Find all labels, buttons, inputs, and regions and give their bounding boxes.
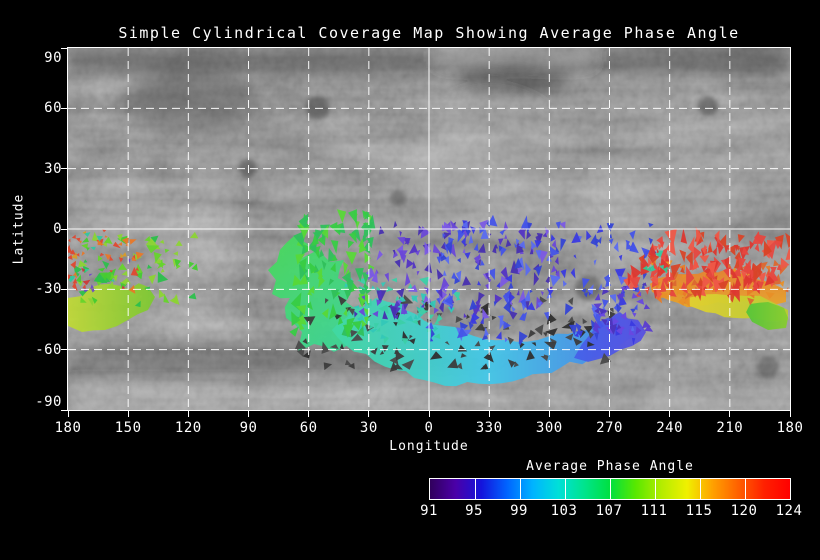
x-tick-mark <box>187 411 189 417</box>
x-tick-label: 330 <box>475 420 503 436</box>
x-tick-mark <box>609 411 610 417</box>
colorbar-divider <box>609 479 611 499</box>
colorbar-tick-label: 107 <box>595 503 623 519</box>
x-tick-mark <box>729 411 731 417</box>
colorbar <box>429 478 791 500</box>
colorbar-divider <box>744 479 746 499</box>
colorbar-tick-label: 111 <box>640 503 668 519</box>
y-tick-mark <box>61 168 67 170</box>
colorbar-tick-label: 103 <box>550 503 578 519</box>
colorbar-tick-label: 124 <box>775 503 803 519</box>
x-tick-label: 30 <box>359 420 378 436</box>
x-tick-mark <box>368 411 370 417</box>
x-tick-label: 180 <box>54 420 82 436</box>
y-tick-mark <box>61 288 67 290</box>
y-tick-label: -90 <box>35 394 62 410</box>
x-tick-mark <box>127 411 129 417</box>
y-tick-mark <box>61 349 67 351</box>
x-tick-mark <box>488 411 490 417</box>
map-plot-area <box>67 47 791 411</box>
x-tick-label: 60 <box>299 420 318 436</box>
map-image <box>68 48 790 410</box>
colorbar-divider <box>519 479 521 499</box>
colorbar-divider <box>474 479 476 499</box>
x-tick-mark <box>428 411 430 417</box>
y-tick-label: 30 <box>44 160 62 177</box>
x-tick-label: 150 <box>114 420 142 436</box>
y-tick-label: -60 <box>35 341 62 358</box>
x-tick-label: 300 <box>535 420 563 436</box>
x-tick-label: 90 <box>239 420 258 436</box>
x-tick-label: 120 <box>174 420 202 436</box>
colorbar-tick-label: 95 <box>465 503 483 519</box>
colorbar-tick-label: 115 <box>685 503 713 519</box>
colorbar-divider <box>654 479 656 499</box>
x-tick-mark <box>669 411 671 417</box>
y-tick-label: 60 <box>44 100 62 117</box>
colorbar-tick-label: 91 <box>420 503 438 519</box>
plot-title: Simple Cylindrical Coverage Map Showing … <box>118 24 740 42</box>
grid-layer <box>68 48 790 410</box>
colorbar-divider <box>699 479 701 499</box>
data-layer <box>68 209 790 387</box>
x-tick-label: 0 <box>424 420 434 436</box>
y-tick-label: -30 <box>35 281 62 298</box>
x-tick-mark <box>248 411 249 417</box>
x-tick-mark <box>789 411 791 417</box>
x-tick-label: 240 <box>656 420 684 436</box>
y-tick-mark <box>61 228 67 230</box>
x-axis-label: Longitude <box>389 439 469 454</box>
y-tick-mark <box>61 107 67 109</box>
x-tick-mark <box>67 411 69 417</box>
x-tick-mark <box>548 411 550 417</box>
y-tick-mark <box>61 409 67 411</box>
x-tick-mark <box>308 411 310 417</box>
x-tick-label: 210 <box>716 420 744 436</box>
y-tick-label: 90 <box>44 50 62 66</box>
y-tick-mark <box>61 47 67 49</box>
y-tick-label: 0 <box>53 221 62 237</box>
x-tick-label: 270 <box>596 420 623 436</box>
colorbar-tick-label: 120 <box>730 503 758 519</box>
colorbar-tick-label: 99 <box>510 503 528 519</box>
x-tick-label: 180 <box>776 420 804 436</box>
colorbar-title: Average Phase Angle <box>526 459 694 474</box>
colorbar-divider <box>564 479 566 499</box>
